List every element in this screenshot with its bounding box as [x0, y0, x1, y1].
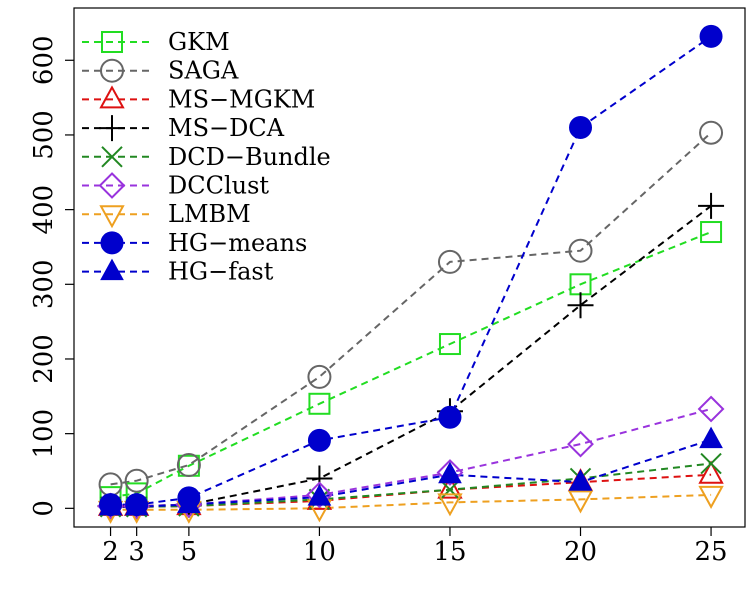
- x-tick-label: 3: [128, 537, 145, 567]
- legend-marker: [98, 172, 126, 199]
- data-point-8: [699, 426, 723, 449]
- data-point-1: [98, 472, 123, 497]
- legend-item: MS−MGKM: [82, 85, 315, 113]
- legend-label: MS−MGKM: [168, 85, 315, 113]
- x-tick-label: 20: [564, 537, 597, 567]
- data-point-6: [698, 485, 724, 509]
- legend-marker: [99, 115, 125, 142]
- x-tick-label: 15: [433, 537, 466, 567]
- y-tick-label: 600: [29, 35, 59, 85]
- series-line-8: [110, 438, 712, 508]
- data-point-6: [567, 490, 594, 514]
- data-point-1: [568, 238, 593, 263]
- data-point-2: [437, 475, 463, 499]
- legend-label: SAGA: [168, 57, 239, 85]
- data-point-7: [699, 24, 723, 48]
- data-point-0: [308, 392, 331, 415]
- legend: GKMSAGAMS−MGKMMS−DCADCD−BundleDCClustLMB…: [82, 28, 331, 286]
- data-point-2: [698, 460, 724, 484]
- data-point-8: [307, 484, 332, 506]
- legend-item: HG−means: [82, 229, 307, 257]
- legend-label: HG−fast: [168, 258, 274, 286]
- data-point-1: [176, 453, 201, 478]
- legend-item: GKM: [82, 28, 230, 56]
- legend-marker: [100, 231, 124, 255]
- legend-label: LMBM: [168, 200, 251, 228]
- data-point-6: [437, 493, 463, 517]
- data-point-8: [177, 491, 201, 514]
- legend-marker: [100, 58, 124, 83]
- legend-label: MS−DCA: [168, 114, 285, 142]
- data-point-1: [124, 468, 149, 493]
- data-point-8: [124, 493, 149, 516]
- data-point-8: [98, 493, 123, 516]
- legend-item: LMBM: [82, 200, 251, 229]
- data-point-0: [700, 221, 723, 244]
- y-tick-label: 0: [29, 500, 59, 517]
- y-tick-label: 300: [29, 259, 59, 309]
- legend-label: GKM: [168, 28, 230, 56]
- data-point-8: [438, 461, 462, 484]
- data-point-3: [698, 192, 725, 219]
- y-tick-label: 400: [29, 185, 59, 235]
- data-point-3: [567, 292, 594, 319]
- x-tick-label: 25: [695, 537, 728, 567]
- legend-item: HG−fast: [82, 258, 274, 286]
- data-point-4: [700, 452, 722, 475]
- x-tick-label: 5: [181, 537, 198, 567]
- legend-marker: [101, 31, 123, 53]
- legend-label: DCClust: [168, 172, 269, 200]
- data-point-1: [437, 249, 462, 274]
- y-axis: 0 100 200 300 400 500 600: [29, 35, 74, 517]
- series-line-1: [110, 131, 712, 486]
- data-point-7: [438, 405, 462, 429]
- legend-item: SAGA: [82, 57, 239, 85]
- plot-frame: [73, 7, 746, 528]
- x-axis: 2 3 5 10 15 20 25: [102, 527, 728, 567]
- data-point-1: [307, 364, 332, 389]
- y-tick-label: 500: [29, 110, 59, 160]
- y-tick-label: 100: [29, 409, 59, 459]
- data-point-0: [438, 333, 461, 356]
- legend-label: DCD−Bundle: [168, 143, 331, 171]
- legend-label: HG−means: [168, 229, 307, 257]
- data-point-5: [567, 430, 594, 458]
- series-line-4: [110, 462, 712, 508]
- y-tick-label: 200: [29, 334, 59, 384]
- legend-marker: [101, 146, 123, 168]
- data-point-7: [569, 115, 593, 139]
- legend-marker: [100, 258, 124, 281]
- data-point-5: [436, 459, 464, 486]
- x-tick-label: 10: [303, 537, 336, 567]
- data-point-5: [697, 395, 725, 423]
- legend-marker: [99, 85, 125, 109]
- data-point-5: [306, 481, 333, 509]
- data-point-1: [699, 120, 724, 145]
- legend-marker: [99, 205, 125, 229]
- legend-item: MS−DCA: [82, 114, 285, 142]
- series-markers: [97, 24, 725, 524]
- legend-item: DCClust: [82, 172, 269, 200]
- data-point-8: [568, 469, 593, 491]
- x-tick-label: 2: [102, 537, 119, 567]
- legend-item: DCD−Bundle: [82, 143, 331, 171]
- data-point-7: [307, 428, 331, 452]
